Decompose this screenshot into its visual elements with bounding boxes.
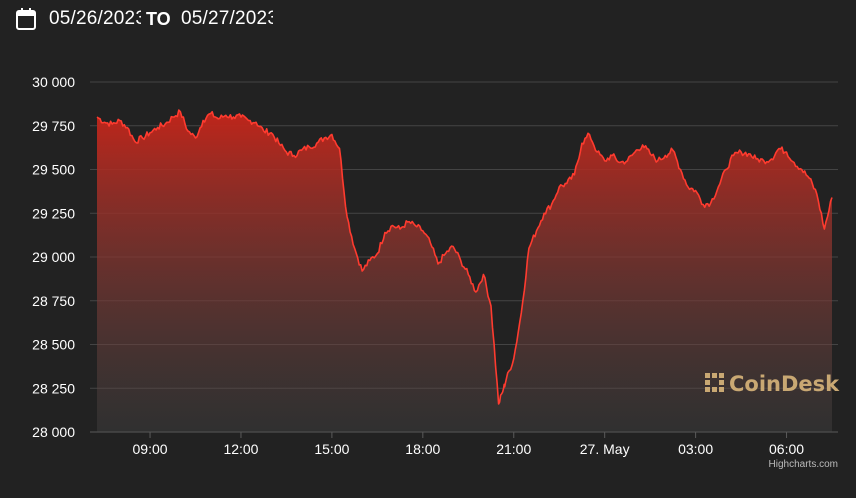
y-tick-label: 29 500 [32,162,75,178]
x-tick-label: 21:00 [496,441,531,457]
x-tick-label: 18:00 [405,441,440,457]
coindesk-watermark: CoinDesk [705,372,840,396]
y-tick-label: 29 000 [32,249,75,265]
y-tick-label: 29 250 [32,205,75,221]
y-axis: 28 000 28 250 28 500 28 750 29 000 29 250 29 5… [32,74,75,440]
date-separator-label: TO [146,9,171,29]
y-tick-label: 28 750 [32,293,75,309]
y-tick-label: 29 750 [32,118,75,134]
x-tick-label: 09:00 [133,441,168,457]
x-tick-label: 06:00 [769,441,804,457]
calendar-icon[interactable] [15,7,37,31]
y-tick-label: 28 500 [32,337,75,353]
coindesk-logo-icon [705,373,724,392]
y-tick-label: 28 250 [32,380,75,396]
y-tick-label: 30 000 [32,74,75,90]
watermark-text: CoinDesk [729,372,840,396]
highcharts-credits[interactable]: Highcharts.com [769,459,838,470]
x-tick-label: 03:00 [678,441,713,457]
date-to-input[interactable]: 05/27/2023 [181,8,273,29]
x-tick-label: 12:00 [223,441,258,457]
x-axis: 09:00 12:00 15:00 18:00 21:00 27. May 03:00 06:… [133,432,804,457]
x-tick-label: 15:00 [314,441,349,457]
date-from-input[interactable]: 05/26/2023 [49,8,141,29]
y-tick-label: 28 000 [32,424,75,440]
x-tick-label: 27. May [580,441,630,457]
price-line [96,109,833,405]
date-range-header: 05/26/2023 TO 05/27/2023 [0,0,856,40]
price-area [97,110,832,432]
